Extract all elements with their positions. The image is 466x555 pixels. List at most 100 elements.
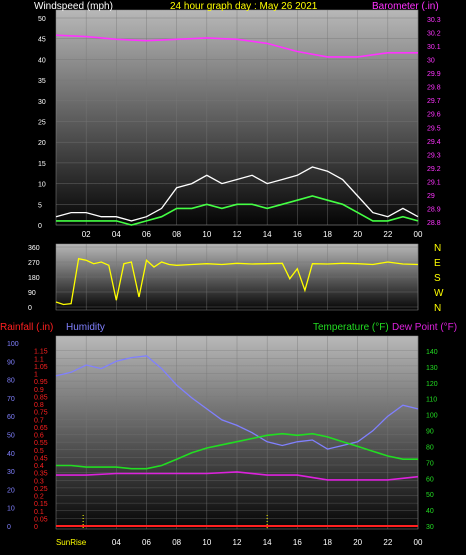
x-tick-label: 12 <box>233 538 242 547</box>
y-right-tick-label: 30.1 <box>427 44 441 51</box>
x-tick-label: 08 <box>172 230 181 239</box>
humidity-tick-label: 60 <box>7 414 15 421</box>
x-tick-label: 12 <box>233 230 242 239</box>
barometer-line <box>55 34 418 58</box>
humidity-tick-label: 80 <box>7 378 15 385</box>
y-right-tick-label: 29.7 <box>427 98 441 105</box>
y-right-tick-label: 28.8 <box>427 220 441 227</box>
rain-tick-label: 0.7 <box>34 417 44 424</box>
temp-panel-axes: SunRise 04 06 08 10 12 14 16 18 20 22 0000.050.10.1… <box>7 341 438 547</box>
rain-tick-label: 0.95 <box>34 379 48 386</box>
rain-tick-label: 0.2 <box>34 494 44 501</box>
rain-tick-label: 0.15 <box>34 501 48 508</box>
y-right-tick-label: 29.9 <box>427 71 441 78</box>
temperature-line <box>56 432 418 470</box>
direction-panel-series <box>55 257 419 306</box>
wind-panel-grid <box>56 10 419 226</box>
y-right-tick-label: 29.4 <box>427 139 441 146</box>
rain-tick-label: 0 <box>34 524 38 531</box>
y-left-tick-label: 45 <box>38 37 46 44</box>
x-tick-label: 14 <box>263 230 272 239</box>
humidity-axis-label: Humidity <box>66 322 105 333</box>
y-left-tick-label: 15 <box>38 161 46 168</box>
wind-direction-line <box>55 257 419 306</box>
y-left-tick-label: 5 <box>38 202 42 209</box>
rain-tick-label: 0.4 <box>34 463 44 470</box>
direction-panel-grid <box>56 244 419 310</box>
temperature-tick-label: 30 <box>426 524 434 531</box>
y-right-tick-label: 29 <box>427 193 435 200</box>
humidity-line <box>55 355 419 450</box>
y-right-tick-label: 28.9 <box>427 206 441 213</box>
y-left-tick-label: 90 <box>28 290 36 297</box>
temperature-tick-label: 60 <box>426 476 434 483</box>
x-tick-label: 04 <box>112 230 121 239</box>
humidity-tick-label: 30 <box>7 469 15 476</box>
rain-tick-label: 0.9 <box>34 387 44 394</box>
x-tick-label: 06 <box>142 538 151 547</box>
rain-tick-label: 0.8 <box>34 402 44 409</box>
wind-average-line <box>56 195 419 226</box>
y-left-tick-label: 35 <box>38 78 46 85</box>
x-tick-label: 14 <box>263 538 272 547</box>
y-right-tick-label: 30.2 <box>427 31 441 38</box>
x-tick-label: 08 <box>172 538 181 547</box>
y-left-tick-label: 50 <box>38 16 46 23</box>
humidity-tick-label: 90 <box>7 359 15 366</box>
x-tick-label: 16 <box>293 230 302 239</box>
x-tick-label: 22 <box>383 538 392 547</box>
temp-panel-series <box>55 355 419 527</box>
wind-axis-label: Windspeed (mph) <box>34 1 113 12</box>
rain-tick-label: 0.55 <box>34 440 48 447</box>
temperature-tick-label: 40 <box>426 508 434 515</box>
temperature-axis-label: Temperature (°F) <box>313 322 389 333</box>
rain-tick-label: 0.6 <box>34 433 44 440</box>
x-tick-label: 10 <box>202 230 211 239</box>
y-left-tick-label: 40 <box>38 57 46 64</box>
y-right-tick-label: 29.2 <box>427 166 441 173</box>
temperature-tick-label: 70 <box>426 460 434 467</box>
y-left-tick-label: 10 <box>38 182 46 189</box>
y-left-tick-label: 25 <box>38 120 46 127</box>
windspeed-line <box>55 166 419 222</box>
y-left-tick-label: 0 <box>38 223 42 230</box>
rain-tick-label: 0.05 <box>34 516 48 523</box>
temperature-tick-label: 50 <box>426 492 434 499</box>
dewpoint-axis-label: Dew Point (°F) <box>392 322 457 333</box>
y-left-tick-label: 270 <box>28 260 40 267</box>
rain-tick-label: 0.25 <box>34 486 48 493</box>
rain-tick-label: 1 <box>34 372 38 379</box>
y-left-tick-label: 0 <box>28 305 32 312</box>
rainfall-axis-label: Rainfall (.in) <box>0 322 53 333</box>
temperature-tick-label: 110 <box>426 397 437 404</box>
y-left-tick-label: 360 <box>28 245 40 252</box>
compass-label: N <box>434 243 441 254</box>
x-tick-label: 18 <box>323 538 332 547</box>
rain-tick-label: 1.1 <box>34 356 44 363</box>
barometer-axis-label: Barometer (.in) <box>372 1 439 12</box>
compass-label: N <box>434 303 441 314</box>
wind-panel-axes: 02 04 06 08 10 12 14 16 18 20 22 000510152025303540… <box>38 16 441 239</box>
x-tick-label: 00 <box>414 538 423 547</box>
y-left-tick-label: 30 <box>38 99 46 106</box>
sunrise-label: SunRise <box>56 538 87 547</box>
dewpoint-line <box>56 471 419 481</box>
temperature-tick-label: 120 <box>426 381 438 388</box>
compass-label: E <box>434 258 441 269</box>
compass-label: W <box>434 288 444 299</box>
humidity-tick-label: 100 <box>7 341 19 348</box>
temperature-tick-label: 130 <box>426 365 438 372</box>
x-tick-label: 00 <box>414 230 423 239</box>
rain-tick-label: 0.75 <box>34 410 48 417</box>
rain-tick-label: 0.1 <box>34 509 44 516</box>
y-right-tick-label: 29.8 <box>427 85 441 92</box>
y-right-tick-label: 29.6 <box>427 112 441 119</box>
humidity-tick-label: 70 <box>7 396 15 403</box>
x-tick-label: 16 <box>293 538 302 547</box>
rain-tick-label: 0.35 <box>34 471 48 478</box>
chart-title: 24 hour graph day : May 26 2021 <box>170 1 318 12</box>
x-tick-label: 02 <box>82 230 91 239</box>
temperature-tick-label: 140 <box>426 349 438 356</box>
